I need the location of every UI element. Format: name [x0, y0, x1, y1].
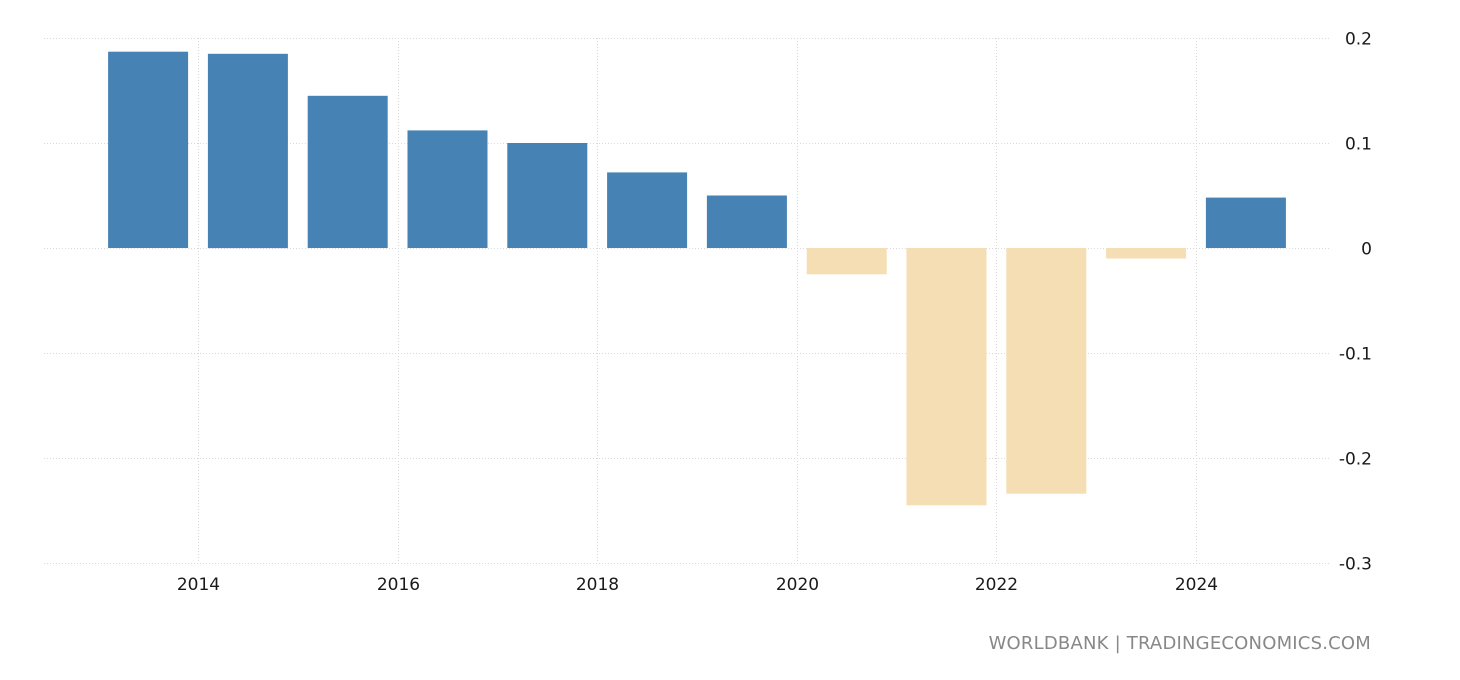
x-tick-label: 2020 — [776, 575, 819, 595]
x-tick-label: 2018 — [576, 575, 619, 595]
bar-2020 — [806, 248, 887, 275]
bar-2018 — [607, 172, 688, 248]
bar-2021 — [906, 248, 987, 506]
y-axis-ticks: 0.2 0.1 0 -0.1 -0.2 -0.3 — [1339, 30, 1372, 575]
source-attribution: WORLDBANK | TRADINGECONOMICS.COM — [988, 633, 1371, 654]
bar-2013 — [108, 51, 189, 249]
y-tick-label: -0.3 — [1339, 555, 1372, 575]
y-tick-label: 0.1 — [1345, 135, 1372, 155]
y-tick-label: -0.2 — [1339, 450, 1372, 470]
bar-2023 — [1106, 248, 1187, 259]
x-axis-ticks: 2014 2016 2018 2020 2022 2024 — [177, 575, 1218, 595]
bar-2019 — [706, 195, 787, 248]
bar-2016 — [407, 130, 488, 248]
x-tick-label: 2024 — [1175, 575, 1218, 595]
y-tick-label: 0 — [1361, 240, 1372, 260]
bar-2024 — [1205, 197, 1286, 248]
x-tick-label: 2022 — [975, 575, 1018, 595]
bar-2014 — [207, 53, 288, 249]
bar-2017 — [507, 143, 588, 248]
bar-2022 — [1006, 248, 1087, 494]
chart-grid — [44, 38, 1330, 564]
y-tick-label: -0.1 — [1339, 345, 1372, 365]
x-tick-label: 2014 — [177, 575, 220, 595]
y-tick-label: 0.2 — [1345, 30, 1372, 50]
chart-bars — [108, 51, 1286, 506]
bar-2015 — [307, 95, 388, 248]
x-tick-label: 2016 — [377, 575, 420, 595]
